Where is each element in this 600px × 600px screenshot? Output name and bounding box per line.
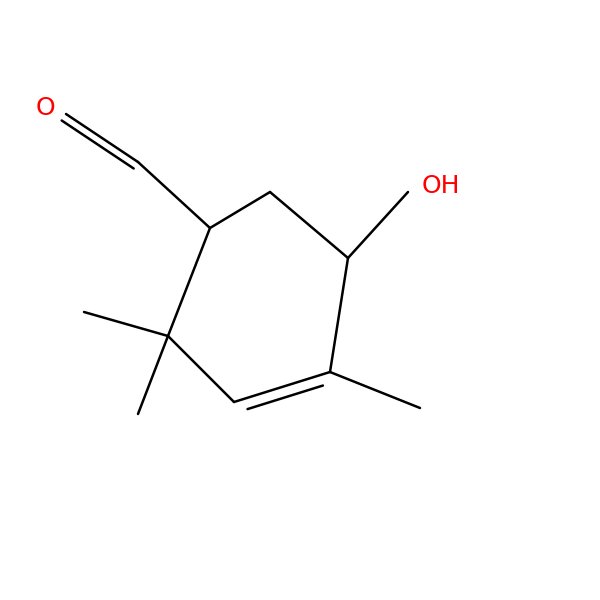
Text: OH: OH [422, 174, 460, 198]
Text: O: O [35, 96, 55, 120]
